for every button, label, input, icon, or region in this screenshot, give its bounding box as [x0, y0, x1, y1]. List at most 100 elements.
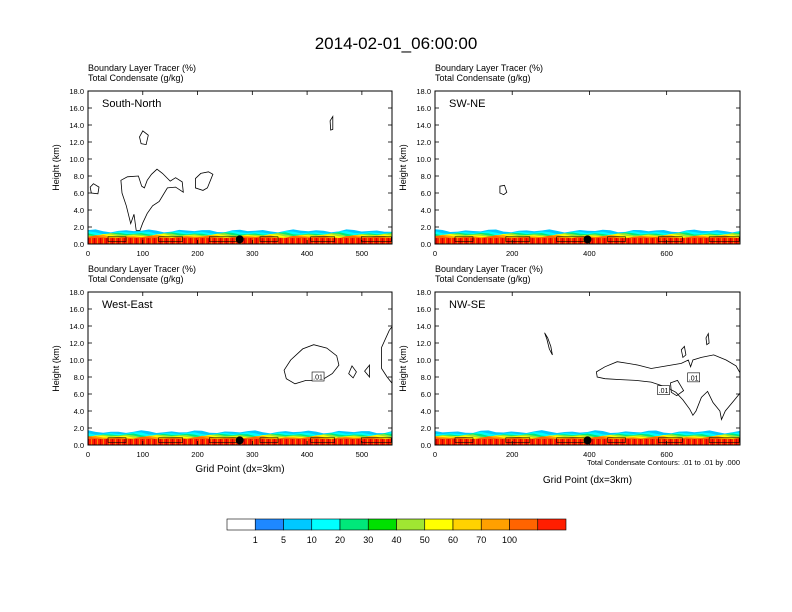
contour-footer: Total Condensate Contours: .01 to .01 by… [587, 458, 740, 467]
x-tick-label: 0 [433, 249, 437, 258]
y-tick-label: 18.0 [416, 87, 431, 96]
y-tick-label: 4.0 [74, 407, 84, 416]
x-tick-label: 300 [246, 450, 259, 459]
y-tick-label: 14.0 [416, 322, 431, 331]
condensate-contour [364, 363, 370, 379]
colorbar-swatch [396, 518, 426, 531]
y-axis-label: Height (km) [51, 345, 61, 392]
surface-contour [107, 437, 127, 443]
panel-label: South-North [102, 98, 161, 110]
surface-contour [505, 437, 531, 443]
surface-contour [658, 236, 683, 242]
x-tick-label: 100 [137, 249, 150, 258]
condensate-contour [348, 365, 357, 379]
colorbar-label: 5 [281, 535, 286, 545]
surface-contour [607, 437, 626, 443]
condensate-contour [195, 171, 214, 191]
condensate-contour [381, 326, 392, 384]
variable-label-tracer: Boundary Layer Tracer (%) [88, 63, 196, 73]
panel-we: Boundary Layer Tracer (%)Total Condensat… [51, 264, 393, 475]
colorbar-swatch [254, 518, 284, 531]
location-marker [235, 235, 244, 244]
x-axis-label: Grid Point (dx=3km) [543, 475, 632, 486]
x-tick-label: 0 [433, 450, 437, 459]
variable-label-condensate: Total Condensate (g/kg) [435, 274, 531, 284]
y-tick-label: 10.0 [69, 155, 84, 164]
x-tick-label: 400 [301, 450, 314, 459]
plot-frame [87, 90, 393, 245]
x-tick-label: 600 [660, 450, 673, 459]
panel-label: West-East [102, 299, 153, 311]
contour-label-box [657, 385, 670, 395]
y-tick-label: 4.0 [421, 206, 431, 215]
x-tick-label: 500 [356, 249, 369, 258]
y-tick-label: 12.0 [69, 339, 84, 348]
y-tick-label: 4.0 [74, 206, 84, 215]
variable-label-tracer: Boundary Layer Tracer (%) [435, 63, 543, 73]
x-tick-label: 0 [86, 450, 90, 459]
y-tick-label: 10.0 [69, 356, 84, 365]
location-marker [583, 235, 592, 244]
y-tick-label: 16.0 [416, 305, 431, 314]
y-tick-label: 8.0 [421, 373, 431, 382]
colorbar-label: 50 [420, 535, 430, 545]
colorbar-swatch [509, 518, 539, 531]
y-tick-label: 6.0 [74, 189, 84, 198]
plot-area [435, 184, 740, 244]
colorbar-swatch [283, 518, 313, 531]
contour-label: .01 [659, 388, 669, 395]
x-tick-label: 200 [506, 249, 519, 258]
variable-label-tracer: Boundary Layer Tracer (%) [435, 264, 543, 274]
plot-area [88, 115, 392, 244]
panel-swne: Boundary Layer Tracer (%)Total Condensat… [398, 63, 741, 258]
y-tick-label: 18.0 [416, 288, 431, 297]
condensate-contour [544, 332, 553, 356]
x-tick-label: 300 [246, 249, 259, 258]
variable-label-condensate: Total Condensate (g/kg) [88, 274, 184, 284]
condensate-contour [705, 332, 710, 346]
y-tick-label: 8.0 [421, 172, 431, 181]
colorbar-label: 20 [335, 535, 345, 545]
y-tick-label: 12.0 [416, 138, 431, 147]
figure-title: 2014-02-01_06:00:00 [315, 34, 478, 53]
x-tick-label: 400 [583, 450, 596, 459]
surface-contour [361, 236, 392, 242]
x-tick-label: 400 [583, 249, 596, 258]
y-tick-label: 2.0 [421, 223, 431, 232]
surface-contour [607, 236, 626, 242]
y-tick-label: 8.0 [74, 373, 84, 382]
contour-label: .01 [313, 375, 323, 382]
panel-nwse: Boundary Layer Tracer (%)Total Condensat… [398, 264, 741, 486]
colorbar-label: 30 [363, 535, 373, 545]
x-tick-label: 600 [660, 249, 673, 258]
surface-contour [310, 437, 335, 443]
surface-contour [454, 437, 474, 443]
plot-area: .01 .01 [435, 332, 740, 445]
condensate-contour [680, 345, 687, 359]
colorbar-label: 70 [476, 535, 486, 545]
condensate-contour [283, 344, 340, 385]
y-tick-label: 14.0 [69, 322, 84, 331]
y-tick-label: 2.0 [74, 223, 84, 232]
y-tick-label: 16.0 [69, 305, 84, 314]
x-tick-label: 200 [191, 249, 204, 258]
colorbar-swatch [226, 518, 256, 531]
variable-label-tracer: Boundary Layer Tracer (%) [88, 264, 196, 274]
condensate-contour [329, 115, 334, 131]
colorbar: 1 5 10 20 30 40 50 60 70 100 [226, 518, 567, 545]
y-tick-label: 12.0 [416, 339, 431, 348]
surface-contour [259, 236, 279, 242]
y-tick-label: 8.0 [74, 172, 84, 181]
x-tick-label: 100 [137, 450, 150, 459]
y-tick-label: 12.0 [69, 138, 84, 147]
y-tick-label: 0.0 [74, 441, 84, 450]
surface-contour [310, 236, 335, 242]
colorbar-label: 100 [502, 535, 517, 545]
y-axis-label: Height (km) [51, 144, 61, 191]
colorbar-swatch [367, 518, 397, 531]
y-axis-label: Height (km) [398, 144, 408, 191]
panel-label: NW-SE [449, 299, 485, 311]
y-tick-label: 18.0 [69, 288, 84, 297]
colorbar-label: 60 [448, 535, 458, 545]
plot-area: .01 [88, 326, 392, 445]
